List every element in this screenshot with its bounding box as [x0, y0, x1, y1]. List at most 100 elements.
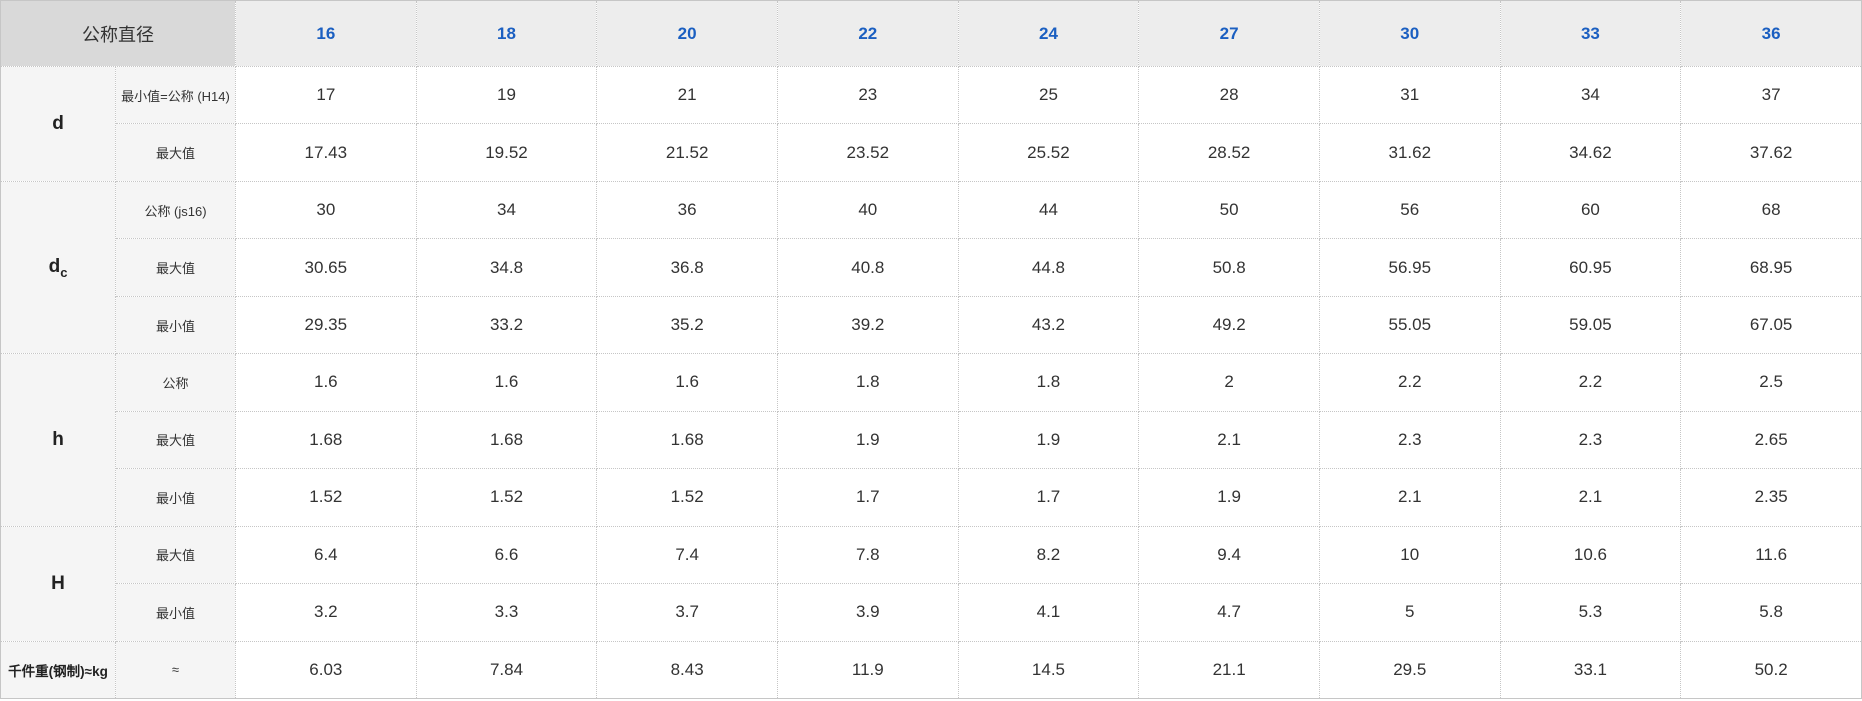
value-cell-h-0-22: 1.8	[776, 353, 959, 412]
value-cell-h-0-16: 1.6	[235, 353, 417, 412]
value-cell-d-0-36: 37	[1680, 65, 1862, 125]
value-cell-h-1-22: 1.9	[776, 410, 959, 470]
diameter-header-22: 22	[776, 0, 959, 67]
value-cell-dc-2-16: 29.35	[235, 295, 417, 355]
table-row-d-0: d 最小值=公称 (H14) 17 19 21 23 25 28 31 34 37	[0, 65, 1862, 182]
value-cell-h-2-27: 1.9	[1138, 468, 1320, 527]
value-cell-H-1-27: 4.7	[1138, 583, 1320, 642]
value-cell-dc-1-30: 56.95	[1318, 238, 1501, 297]
table-row-h-0: h 公称 1.6 1.6 1.6 1.8 1.8 2 2.2 2.2 2.5	[0, 353, 1862, 527]
row-sublabel-H-1: 最小值	[115, 583, 236, 642]
value-cell-H-1-16: 3.2	[235, 583, 417, 642]
value-cell-dc-0-30: 56	[1318, 180, 1501, 240]
value-cell-h-2-16: 1.52	[235, 468, 417, 527]
row-group-subscript-dc: c	[60, 264, 68, 280]
value-cell-d-1-27: 28.52	[1138, 123, 1320, 182]
row-group-name-dc: d	[48, 255, 61, 277]
value-cell-h-1-30: 2.3	[1318, 410, 1501, 470]
table-row-h-2: 最小值 1.52 1.52 1.52 1.7 1.7 1.9 2.1 2.1 2.35	[1, 468, 1862, 527]
value-cell-weight-0-30: 29.5	[1318, 640, 1501, 700]
row-sublabel-h-1: 最大值	[115, 410, 236, 470]
diameter-header-27: 27	[1138, 0, 1320, 67]
header-row: 公称直径 16 18 20 22 24 27 30 33 36	[0, 0, 1862, 67]
value-cell-weight-0-33: 33.1	[1499, 640, 1682, 700]
value-cell-h-0-18: 1.6	[415, 353, 598, 412]
value-cell-h-0-20: 1.6	[596, 353, 778, 412]
row-sublabel-dc-1: 最大值	[115, 238, 236, 297]
value-cell-d-0-20: 21	[596, 65, 778, 125]
diameter-header-20: 20	[596, 0, 778, 67]
value-cell-dc-0-33: 60	[1499, 180, 1682, 240]
value-cell-d-0-24: 25	[957, 65, 1140, 125]
corner-header-nominal-diameter: 公称直径	[0, 0, 236, 67]
value-cell-h-1-18: 1.68	[415, 410, 598, 470]
value-cell-dc-0-22: 40	[776, 180, 959, 240]
value-cell-H-1-33: 5.3	[1499, 583, 1682, 642]
value-cell-d-1-33: 34.62	[1499, 123, 1682, 182]
value-cell-dc-2-22: 39.2	[776, 295, 959, 355]
value-cell-H-1-18: 3.3	[415, 583, 598, 642]
value-cell-h-1-24: 1.9	[957, 410, 1140, 470]
row-group-label-d: d	[0, 66, 116, 182]
value-cell-dc-2-33: 59.05	[1499, 295, 1682, 355]
value-cell-d-1-36: 37.62	[1680, 123, 1862, 182]
row-sublabel-dc-2: 最小值	[115, 295, 236, 355]
value-cell-d-0-22: 23	[776, 65, 959, 125]
value-cell-dc-1-36: 68.95	[1680, 238, 1862, 297]
value-cell-weight-0-36: 50.2	[1680, 640, 1862, 700]
value-cell-H-0-33: 10.6	[1499, 525, 1682, 585]
value-cell-H-0-36: 11.6	[1680, 525, 1862, 585]
value-cell-H-0-22: 7.8	[776, 525, 959, 585]
table-row-weight-0: 千件重(钢制)≈kg ≈6.03 7.84 8.43 11.9 14.5 21.1 29.5 3…	[0, 640, 1862, 700]
value-cell-dc-1-27: 50.8	[1138, 238, 1320, 297]
diameter-header-16: 16	[235, 0, 417, 67]
table-row-dc-0: dc 公称 (js16) 30 34 36 40 44 50 56 60 68	[0, 180, 1862, 355]
row-sublabel-weight-0: ≈	[115, 640, 236, 700]
value-cell-h-1-20: 1.68	[596, 410, 778, 470]
value-cell-h-2-22: 1.7	[776, 468, 959, 527]
value-cell-dc-2-24: 43.2	[957, 295, 1140, 355]
value-cell-h-0-24: 1.8	[957, 353, 1140, 412]
value-cell-dc-2-18: 33.2	[415, 295, 598, 355]
value-cell-d-1-20: 21.52	[596, 123, 778, 182]
value-cell-dc-2-30: 55.05	[1318, 295, 1501, 355]
value-cell-dc-1-33: 60.95	[1499, 238, 1682, 297]
value-cell-h-0-36: 2.5	[1680, 353, 1862, 412]
value-cell-H-0-18: 6.6	[415, 525, 598, 585]
value-cell-h-1-16: 1.68	[235, 410, 417, 470]
table-row-H-1: 最小值 3.2 3.3 3.7 3.9 4.1 4.7 5 5.3 5.8	[1, 583, 1862, 642]
value-cell-H-0-20: 7.4	[596, 525, 778, 585]
value-cell-h-2-30: 2.1	[1318, 468, 1501, 527]
value-cell-d-0-16: 17	[235, 65, 417, 125]
value-cell-d-1-24: 25.52	[957, 123, 1140, 182]
value-cell-d-1-18: 19.52	[415, 123, 598, 182]
diameter-header-18: 18	[415, 0, 598, 67]
value-cell-h-1-33: 2.3	[1499, 410, 1682, 470]
value-cell-weight-0-16: 6.03	[235, 640, 417, 700]
value-cell-dc-0-36: 68	[1680, 180, 1862, 240]
row-group-label-dc: dc	[0, 180, 116, 355]
row-sublabel-d-0: 最小值=公称 (H14)	[115, 65, 236, 125]
value-cell-h-2-33: 2.1	[1499, 468, 1682, 527]
value-cell-H-0-24: 8.2	[957, 525, 1140, 585]
value-cell-dc-1-24: 44.8	[957, 238, 1140, 297]
value-cell-h-2-18: 1.52	[415, 468, 598, 527]
value-cell-d-1-16: 17.43	[235, 123, 417, 182]
value-cell-dc-0-27: 50	[1138, 180, 1320, 240]
row-group-name-d: d	[52, 112, 64, 134]
value-cell-H-1-22: 3.9	[776, 583, 959, 642]
row-sublabel-H-0: 最大值	[115, 525, 236, 585]
value-cell-h-1-27: 2.1	[1138, 410, 1320, 470]
value-cell-d-1-22: 23.52	[776, 123, 959, 182]
table-row-H-0: H 最大值 6.4 6.6 7.4 7.8 8.2 9.4 10 10.6 11.6	[0, 525, 1862, 642]
value-cell-H-0-30: 10	[1318, 525, 1501, 585]
row-sublabel-d-1: 最大值	[115, 123, 236, 182]
table-row-dc-1: 最大值 30.65 34.8 36.8 40.8 44.8 50.8 56.95 60.95 68…	[1, 238, 1862, 297]
value-cell-weight-0-22: 11.9	[776, 640, 959, 700]
diameter-header-36: 36	[1680, 0, 1862, 67]
row-sublabel-dc-0: 公称 (js16)	[115, 180, 236, 240]
value-cell-h-2-24: 1.7	[957, 468, 1140, 527]
value-cell-d-0-18: 19	[415, 65, 598, 125]
value-cell-h-0-30: 2.2	[1318, 353, 1501, 412]
